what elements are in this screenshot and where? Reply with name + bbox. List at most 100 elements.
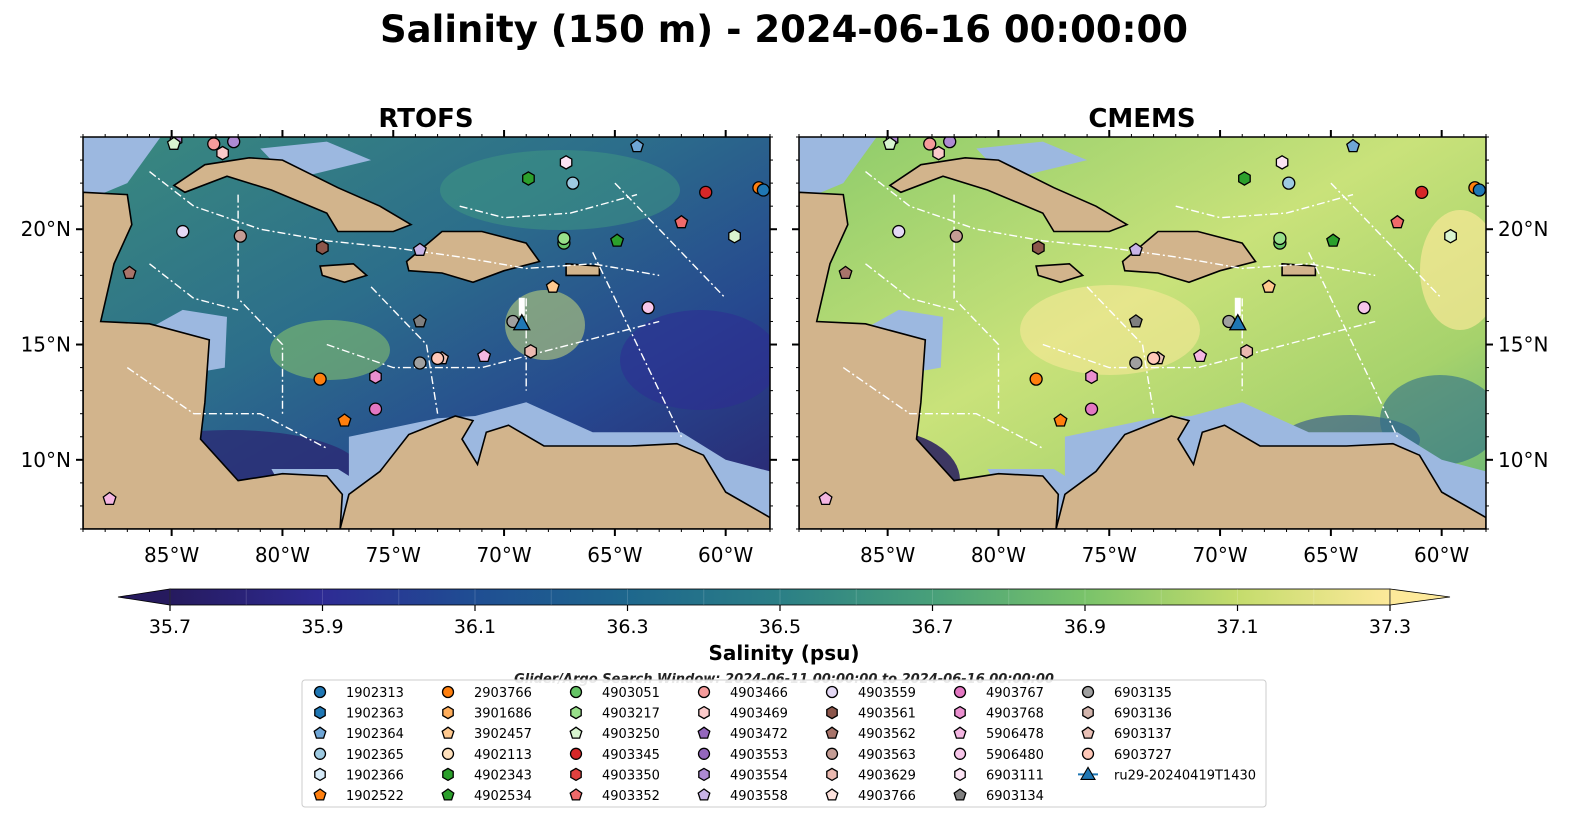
legend-label: 4903250 — [602, 727, 660, 742]
legend: 1902313 1902363 1902364 1902365 1902366 19025… — [301, 679, 1267, 808]
cmems-landmass — [888, 156, 1129, 233]
rtofs-landmass — [565, 262, 601, 277]
legend-hexagon-icon — [442, 767, 454, 782]
rtofs-landmass — [83, 191, 344, 529]
legend-label: 6903134 — [986, 789, 1044, 804]
legend-hexagon-icon — [698, 705, 710, 720]
legend-entry: 4903350 — [570, 767, 660, 783]
legend-label: 2903766 — [474, 686, 532, 701]
legend-entry: 3902457 — [441, 726, 532, 742]
legend-entry: 1902313 — [313, 685, 404, 701]
rtofs-argo-float — [522, 171, 535, 186]
salinity-colorbar: 35.7 35.9 36.1 36.3 36.5 36.7 36.9 37.1 37.3 Sal… — [117, 588, 1451, 665]
cmems-argo-float — [1238, 171, 1251, 186]
legend-pentagon-icon — [569, 788, 583, 801]
cmems-argo-float — [943, 137, 957, 149]
cmems-argo-float — [1031, 240, 1045, 256]
rtofs-argo-float — [630, 138, 645, 153]
rtofs-x-tick-label: 65°W — [587, 543, 642, 567]
legend-hexagon-icon — [1082, 705, 1094, 720]
cmems-x-tick-label: 80°W — [971, 543, 1026, 567]
legend-entry: 1902363 — [314, 705, 404, 722]
cmems-argo-float — [932, 145, 945, 161]
legend-pentagon-icon — [825, 726, 839, 739]
legend-circle-icon — [441, 685, 455, 699]
rtofs-argo-float — [610, 233, 625, 247]
legend-label: 4903553 — [730, 748, 788, 763]
cmems-argo-float — [1444, 228, 1457, 244]
rtofs-argo-float — [122, 265, 137, 280]
legend-label: 4903350 — [602, 768, 660, 783]
legend-label: 4902343 — [474, 768, 532, 783]
cmems-argo-float — [1390, 214, 1405, 229]
cmems-x-tick-label: 70°W — [1192, 543, 1247, 567]
cmems-argo-float — [923, 137, 937, 151]
legend-label: 4903051 — [602, 686, 660, 701]
cmems-eez-line — [1308, 251, 1399, 438]
legend-entry: 4903466 — [697, 685, 788, 701]
rtofs-argo-float — [227, 137, 241, 149]
legend-hexagon-icon — [314, 705, 326, 720]
legend-circle-icon — [313, 747, 327, 760]
rtofs-shelf-area — [83, 137, 161, 202]
cmems-landmass — [1035, 262, 1085, 284]
legend-entry: 4903250 — [569, 726, 660, 742]
legend-label: 6903137 — [1114, 727, 1172, 742]
rtofs-map-panel: RTOFS 85°W 80°W 75°W 70°W 65°W 60°W 20°N 15°N 10… — [21, 104, 777, 567]
legend-label: ru29-20240419T1430 — [1114, 768, 1256, 783]
legend-hexagon-icon — [314, 767, 326, 782]
legend-pentagon-icon — [569, 726, 583, 739]
legend-pentagon-icon — [441, 726, 455, 739]
cmems-argo-float — [1193, 348, 1208, 363]
cmems-argo-float — [1129, 356, 1143, 370]
rtofs-argo-float — [102, 491, 117, 506]
cmems-argo-float — [1053, 413, 1068, 427]
legend-pentagon-icon — [697, 788, 711, 801]
colorbar-tick-label: 36.3 — [606, 616, 648, 638]
legend-entry: 4903352 — [569, 788, 660, 804]
rtofs-argo-float — [674, 214, 689, 229]
legend-entry: 6903137 — [1081, 726, 1172, 742]
cmems-eez-line — [1175, 193, 1354, 219]
legend-label: 6903135 — [1114, 686, 1172, 701]
cmems-map-panel: CMEMS 85°W 80°W 75°W 70°W 65°W 60°W 20°N 15°N 10… — [792, 104, 1548, 567]
legend-entry: 6903111 — [954, 767, 1044, 783]
cmems-argo-float — [1084, 402, 1099, 416]
cmems-landmass — [1121, 230, 1257, 284]
cmems-y-tick-label: 15°N — [1498, 333, 1548, 357]
legend-label: 1902365 — [346, 748, 404, 763]
colorbar-tick-label: 37.1 — [1216, 616, 1258, 638]
legend-entry: 4902534 — [441, 788, 532, 804]
legend-circle-icon — [697, 685, 711, 699]
cmems-argo-float — [1128, 314, 1143, 328]
rtofs-salinity-feature — [505, 290, 585, 360]
legend-label: 4903217 — [602, 707, 660, 722]
legend-entry: 6903135 — [1081, 685, 1172, 701]
cmems-argo-float — [1326, 233, 1341, 247]
legend-entry: 1902364 — [313, 726, 404, 742]
legend-hexagon-icon — [826, 767, 838, 782]
legend-entry: 4903553 — [697, 747, 788, 763]
cmems-argo-float — [882, 137, 897, 150]
cmems-argo-float — [838, 265, 853, 280]
rtofs-argo-float — [207, 137, 221, 151]
legend-label: 4903559 — [858, 686, 916, 701]
rtofs-argo-float — [477, 348, 492, 363]
rtofs-x-tick-label: 70°W — [476, 543, 531, 567]
cmems-eez-line — [953, 194, 1000, 414]
colorbar-tick-label: 35.9 — [301, 616, 343, 638]
legend-hexagon-icon — [698, 767, 710, 782]
legend-label: 4903563 — [858, 748, 916, 763]
legend-entry: 4903562 — [825, 726, 916, 742]
legend-label: 4903469 — [730, 707, 788, 722]
legend-pentagon-icon — [441, 788, 455, 801]
legend-entry: 6903727 — [1081, 747, 1172, 763]
cmems-y-tick-label: 10°N — [1498, 448, 1548, 472]
legend-hexagon-icon — [570, 767, 582, 782]
rtofs-panel-title: RTOFS — [378, 104, 473, 134]
legend-label: 3902457 — [474, 727, 532, 742]
rtofs-argo-float — [369, 369, 382, 385]
legend-circle-icon — [953, 685, 967, 699]
cmems-shelf-area — [799, 137, 877, 202]
legend-label: 4903472 — [730, 727, 788, 742]
